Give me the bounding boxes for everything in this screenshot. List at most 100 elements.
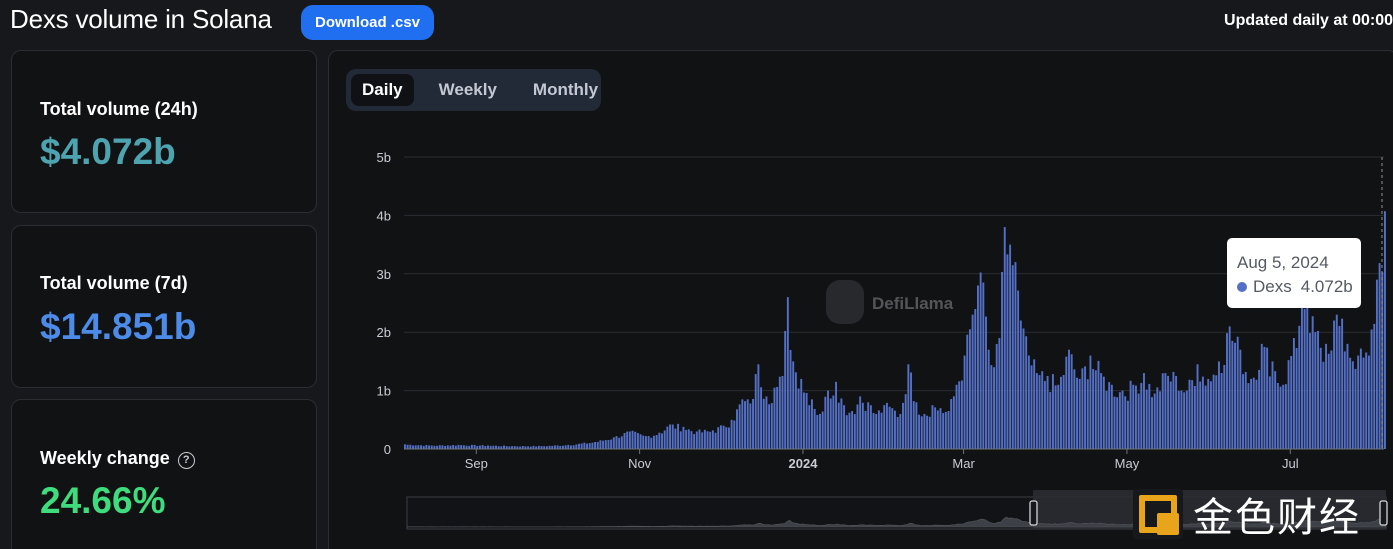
volume-bar[interactable] <box>1282 384 1285 449</box>
volume-bar[interactable] <box>1263 346 1266 449</box>
volume-bar[interactable] <box>620 436 623 449</box>
volume-bar[interactable] <box>1009 244 1012 449</box>
volume-bar[interactable] <box>1322 361 1325 449</box>
volume-bar[interactable] <box>1129 380 1132 449</box>
volume-bar[interactable] <box>1220 372 1223 449</box>
volume-bar[interactable] <box>436 445 439 449</box>
volume-bar[interactable] <box>1169 381 1172 449</box>
volume-bar[interactable] <box>470 444 473 449</box>
volume-bar[interactable] <box>789 350 792 449</box>
volume-bar[interactable] <box>744 401 746 449</box>
volume-bar[interactable] <box>1300 307 1303 449</box>
volume-bar[interactable] <box>987 349 990 449</box>
volume-bar[interactable] <box>1089 355 1092 449</box>
volume-bar[interactable] <box>1252 377 1255 449</box>
volume-bar[interactable] <box>896 416 899 449</box>
volume-bar[interactable] <box>1226 333 1228 449</box>
volume-bar[interactable] <box>1314 332 1317 449</box>
volume-bar[interactable] <box>794 372 797 449</box>
volume-bar[interactable] <box>677 423 680 449</box>
volume-bar[interactable] <box>441 445 444 449</box>
volume-bar[interactable] <box>717 427 720 449</box>
volume-bar[interactable] <box>1035 373 1038 449</box>
volume-bar[interactable] <box>719 425 722 449</box>
volume-bar[interactable] <box>615 436 618 449</box>
volume-bar[interactable] <box>942 413 945 449</box>
volume-bar[interactable] <box>1242 374 1245 449</box>
volume-bar[interactable] <box>805 392 808 449</box>
volume-bar[interactable] <box>856 404 859 449</box>
volume-bar[interactable] <box>612 437 615 449</box>
volume-bar[interactable] <box>661 433 663 449</box>
range-slider-left-handle[interactable] <box>1029 500 1038 526</box>
volume-bar[interactable] <box>524 446 527 449</box>
volume-bar[interactable] <box>880 412 883 449</box>
volume-bar[interactable] <box>966 334 969 449</box>
volume-bar[interactable] <box>1346 343 1349 449</box>
volume-bar[interactable] <box>877 410 880 449</box>
volume-bar[interactable] <box>939 408 942 449</box>
volume-bar[interactable] <box>553 445 556 449</box>
volume-bar[interactable] <box>947 411 950 449</box>
volume-bar[interactable] <box>1043 381 1046 449</box>
volume-bar[interactable] <box>867 402 870 449</box>
volume-bar[interactable] <box>840 398 843 449</box>
volume-bar[interactable] <box>853 414 856 449</box>
volume-bar[interactable] <box>1161 373 1164 449</box>
volume-bar[interactable] <box>1033 359 1036 449</box>
volume-bar[interactable] <box>869 405 872 449</box>
volume-bar[interactable] <box>757 364 760 449</box>
volume-bar[interactable] <box>832 395 835 449</box>
volume-bar[interactable] <box>813 408 816 449</box>
volume-bar[interactable] <box>902 402 904 449</box>
volume-bar[interactable] <box>1381 272 1384 449</box>
volume-bar[interactable] <box>722 425 725 449</box>
volume-bar[interactable] <box>883 405 886 449</box>
volume-bar[interactable] <box>816 414 819 449</box>
volume-bar[interactable] <box>1068 349 1070 449</box>
volume-bar[interactable] <box>1094 370 1097 449</box>
volume-bar[interactable] <box>543 446 546 449</box>
volume-bar[interactable] <box>950 399 953 449</box>
volume-bar[interactable] <box>580 443 583 449</box>
volume-bar[interactable] <box>784 330 787 449</box>
volume-bar[interactable] <box>433 445 436 449</box>
volume-bar[interactable] <box>1017 290 1020 449</box>
volume-bar[interactable] <box>1196 364 1199 449</box>
volume-bar[interactable] <box>1258 369 1261 449</box>
volume-bar[interactable] <box>778 376 781 449</box>
volume-bar[interactable] <box>923 413 926 449</box>
volume-bar[interactable] <box>754 374 757 449</box>
volume-bar[interactable] <box>1177 390 1180 449</box>
volume-bar[interactable] <box>535 446 538 449</box>
volume-bar[interactable] <box>500 446 503 449</box>
volume-bar[interactable] <box>548 445 551 449</box>
volume-bar[interactable] <box>495 445 497 449</box>
volume-bar[interactable] <box>1113 396 1116 449</box>
volume-bar[interactable] <box>1086 379 1089 449</box>
volume-bar[interactable] <box>1247 383 1250 449</box>
volume-bar[interactable] <box>824 396 827 449</box>
volume-bar[interactable] <box>1076 377 1078 449</box>
volume-bar[interactable] <box>1276 383 1279 449</box>
volume-bar[interactable] <box>481 445 484 449</box>
volume-bar[interactable] <box>1191 380 1194 449</box>
volume-bar[interactable] <box>468 445 471 449</box>
volume-bar[interactable] <box>1250 378 1253 449</box>
volume-bar[interactable] <box>1231 340 1234 449</box>
volume-bar[interactable] <box>1330 350 1333 449</box>
volume-bar[interactable] <box>885 402 888 449</box>
volume-bar[interactable] <box>1217 361 1220 449</box>
volume-bar[interactable] <box>634 431 637 449</box>
volume-bar[interactable] <box>768 404 771 449</box>
volume-bar[interactable] <box>1030 365 1033 449</box>
volume-bar[interactable] <box>607 440 610 449</box>
volume-bar[interactable] <box>1362 357 1365 449</box>
volume-bar[interactable] <box>752 398 755 449</box>
volume-bar[interactable] <box>773 387 776 449</box>
volume-bar[interactable] <box>1116 397 1119 449</box>
volume-bar[interactable] <box>904 394 907 449</box>
volume-bar[interactable] <box>503 445 505 449</box>
volume-bar[interactable] <box>420 445 422 449</box>
volume-bar[interactable] <box>1164 373 1167 449</box>
